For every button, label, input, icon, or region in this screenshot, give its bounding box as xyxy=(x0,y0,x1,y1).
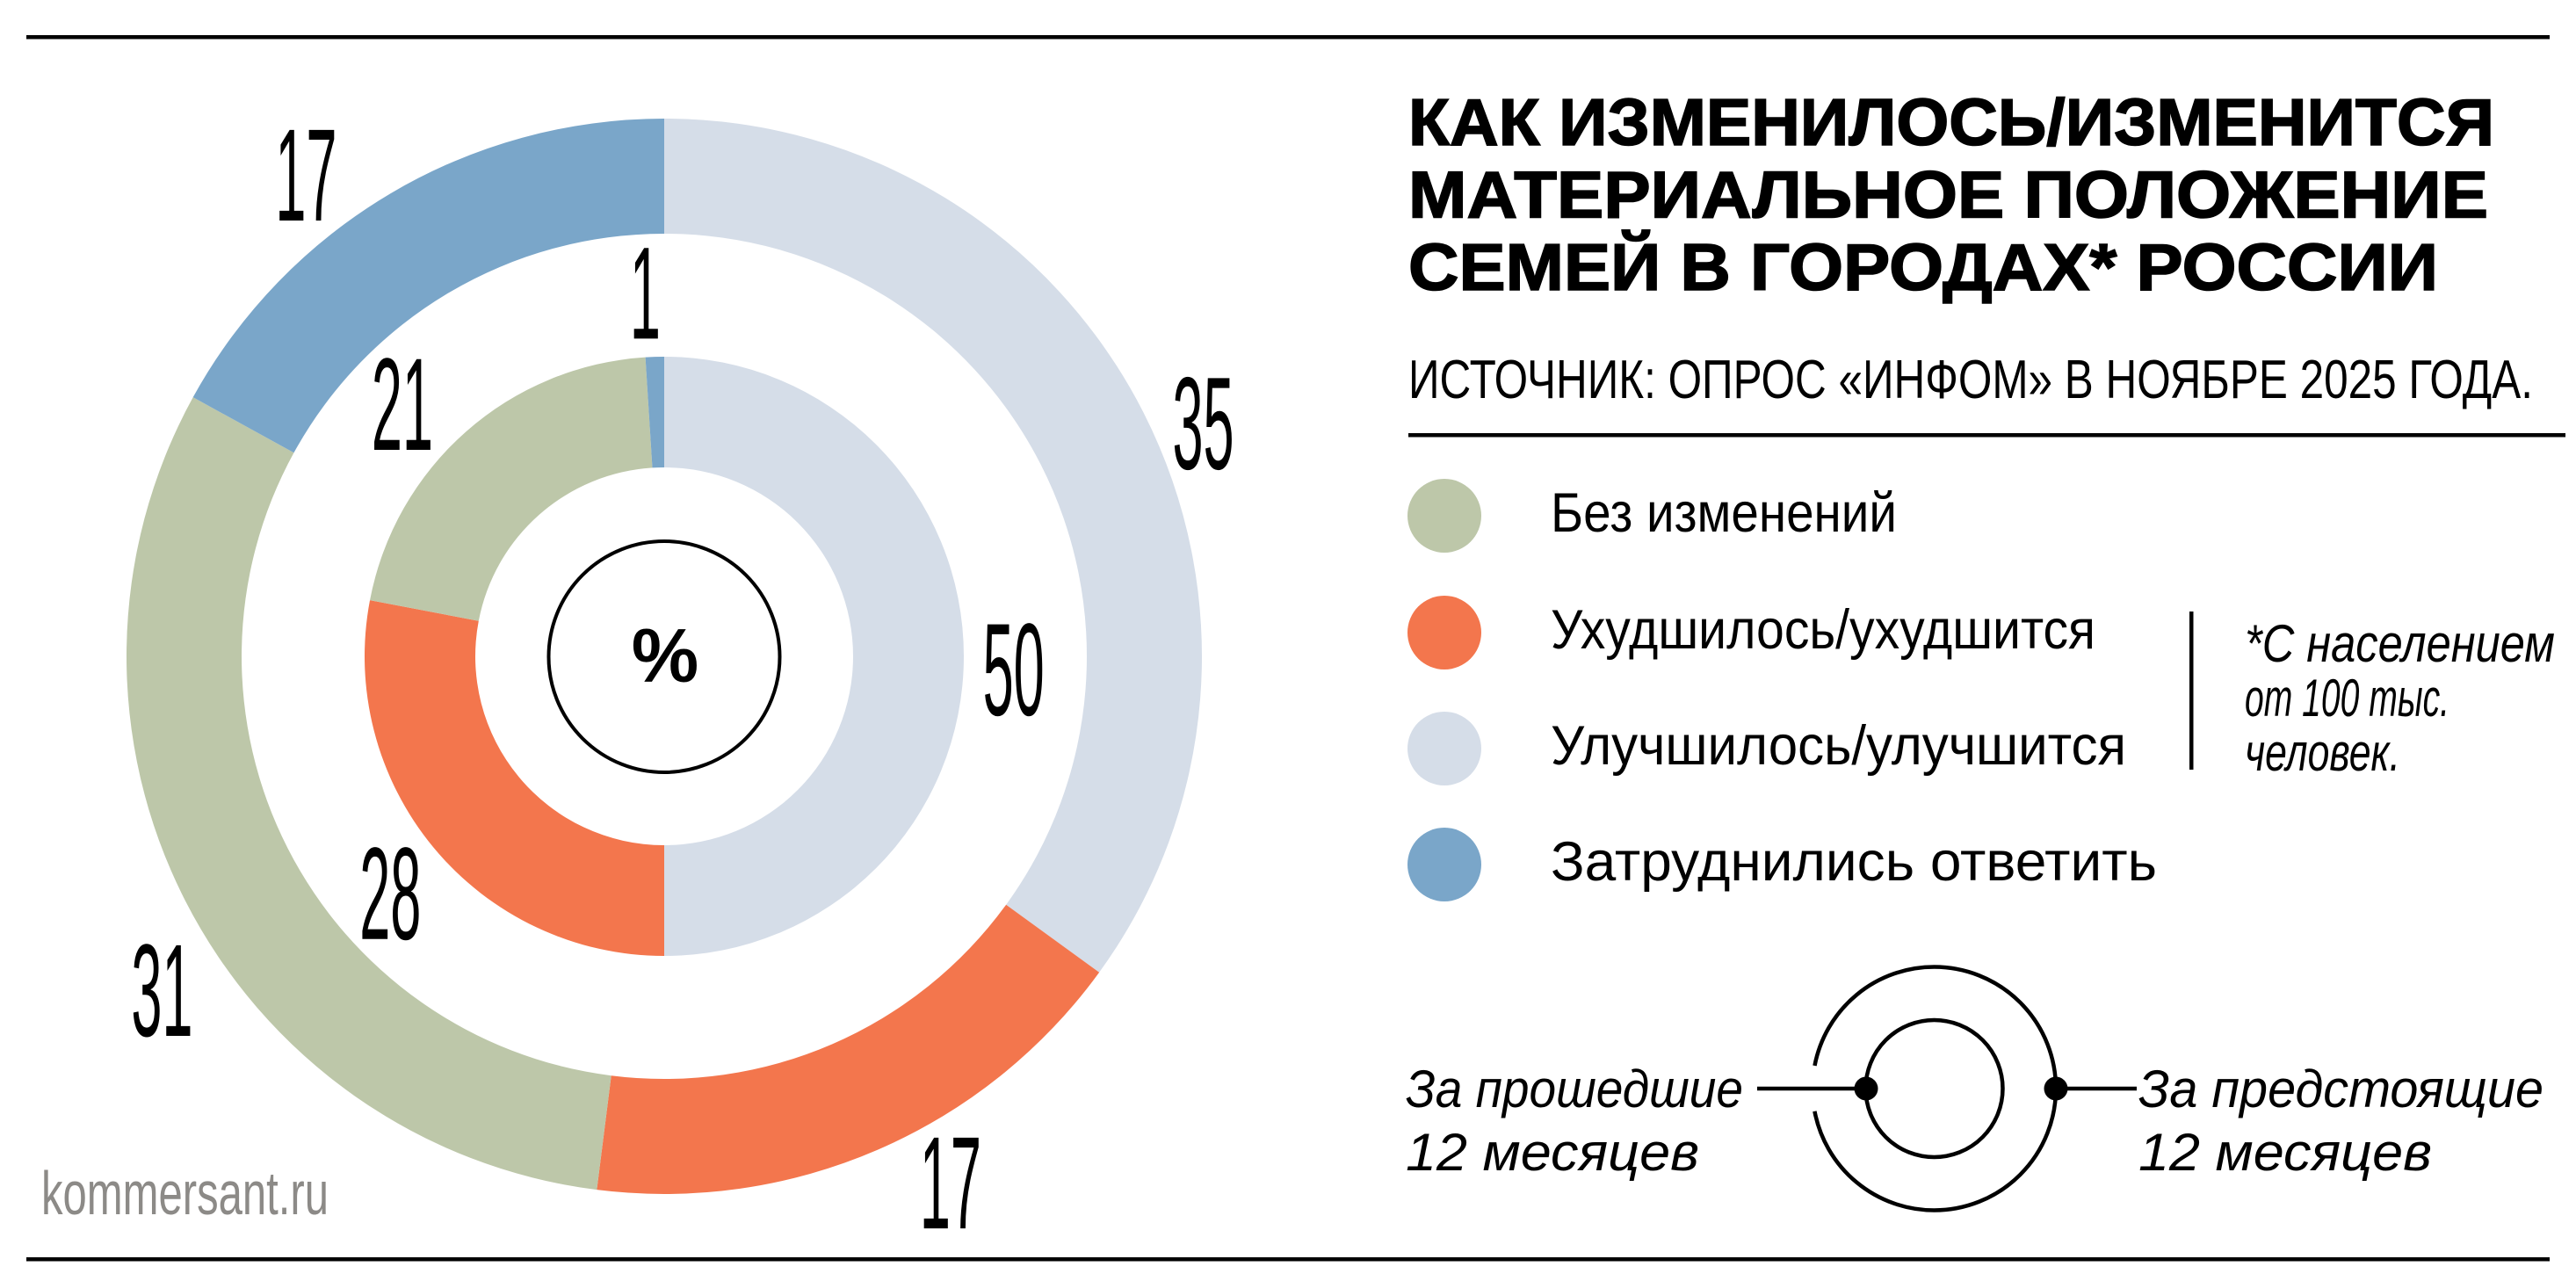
donut-segment-inner-2 xyxy=(370,357,653,621)
legend: Без изменений Ухудшилось/ухудшится Улучш… xyxy=(1407,479,2157,901)
legend-label-improved: Улучшилось/улучшится xyxy=(1551,715,2126,777)
ring-key-inner-dot xyxy=(1854,1076,1878,1101)
donut-value-label-inner-0: 50 xyxy=(983,597,1045,744)
footnote: *С населением от 100 тыс. человек. xyxy=(2245,614,2555,782)
donut-value-label-inner-2: 21 xyxy=(372,332,433,479)
donut-value-label-inner-3: 1 xyxy=(630,221,661,367)
ring-key-past-line-1: За прошедшие xyxy=(1406,1060,1743,1118)
donut-value-label-inner-1: 28 xyxy=(359,821,421,968)
donut-segment-outer-1 xyxy=(597,904,1100,1194)
donut-chart xyxy=(126,119,1202,1194)
footnote-line-1: *С населением xyxy=(2245,614,2555,673)
ring-key: За прошедшие 12 месяцев За предстоящие 1… xyxy=(1406,965,2543,1212)
donut-value-label-outer-1: 17 xyxy=(920,1111,981,1257)
donut-segment-outer-3 xyxy=(192,119,664,453)
donut-segment-inner-1 xyxy=(364,600,664,956)
legend-label-worsened: Ухудшилось/ухудшится xyxy=(1551,599,2095,661)
title-line-2: МАТЕРИАЛЬНОЕ ПОЛОЖЕНИЕ xyxy=(1408,158,2488,232)
legend-swatch-no-change xyxy=(1407,479,1481,553)
ring-key-outer-dot xyxy=(2044,1076,2068,1101)
ring-key-future-line-2: 12 месяцев xyxy=(2138,1123,2432,1182)
legend-swatch-undecided xyxy=(1407,828,1481,901)
legend-swatch-improved xyxy=(1407,712,1481,785)
donut-value-label-outer-0: 35 xyxy=(1172,351,1234,497)
top-rule xyxy=(26,35,2550,40)
footnote-line-3: человек. xyxy=(2245,723,2400,782)
center-percent-symbol: % xyxy=(632,614,698,698)
legend-label-no-change: Без изменений xyxy=(1551,482,1897,544)
footnote-line-2: от 100 тыс. xyxy=(2245,669,2449,727)
donut-value-labels: 35 17 31 17 50 28 21 1 xyxy=(131,103,1234,1257)
bottom-rule xyxy=(26,1257,2550,1262)
watermark: kommersant.ru xyxy=(41,1159,329,1227)
legend-label-undecided: Затруднились ответить xyxy=(1551,831,2157,893)
title-line-1: КАК ИЗМЕНИЛОСЬ/ИЗМЕНИТСЯ xyxy=(1408,85,2494,159)
donut-segment-inner-3 xyxy=(645,357,664,468)
source-line: ИСТОЧНИК: ОПРОС «ИНФОМ» В НОЯБРЕ 2025 ГО… xyxy=(1408,350,2533,410)
donut-value-label-outer-2: 31 xyxy=(131,918,192,1065)
ring-key-future-line-1: За предстоящие xyxy=(2138,1060,2543,1118)
donut-segment-outer-2 xyxy=(126,397,611,1191)
source-rule xyxy=(1408,433,2565,438)
title-line-3: СЕМЕЙ В ГОРОДАХ* РОССИИ xyxy=(1408,230,2438,304)
footnote-divider xyxy=(2189,612,2194,770)
legend-swatch-worsened xyxy=(1407,596,1481,669)
donut-segment-outer-0 xyxy=(664,119,1202,973)
donut-value-label-outer-3: 17 xyxy=(275,103,336,250)
center-circle xyxy=(546,539,782,774)
donut-segment-inner-0 xyxy=(664,357,964,956)
ring-key-past-line-2: 12 месяцев xyxy=(1406,1123,1699,1182)
